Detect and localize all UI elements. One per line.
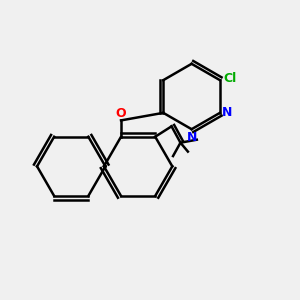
- Text: N: N: [186, 131, 197, 144]
- Text: N: N: [221, 106, 232, 119]
- Text: O: O: [115, 107, 126, 120]
- Text: Cl: Cl: [223, 72, 236, 85]
